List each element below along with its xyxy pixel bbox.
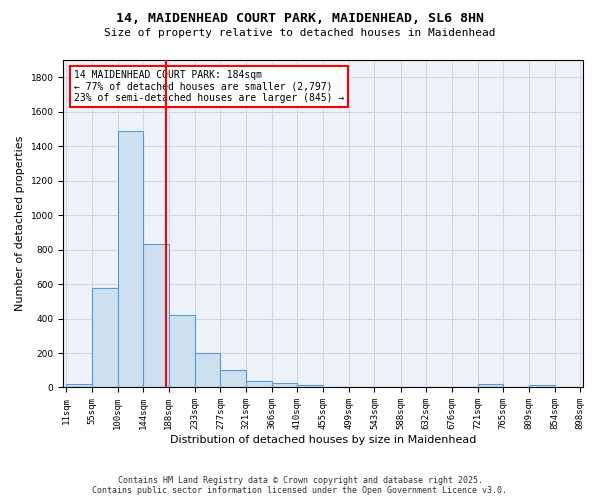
Bar: [169, 315, 195, 388]
Bar: [272, 383, 298, 388]
Bar: [220, 370, 246, 388]
Y-axis label: Number of detached properties: Number of detached properties: [15, 136, 25, 312]
Text: Contains HM Land Registry data © Crown copyright and database right 2025.
Contai: Contains HM Land Registry data © Crown c…: [92, 476, 508, 495]
Bar: [66, 384, 92, 388]
Bar: [143, 244, 169, 388]
X-axis label: Distribution of detached houses by size in Maidenhead: Distribution of detached houses by size …: [170, 435, 476, 445]
Text: Size of property relative to detached houses in Maidenhead: Size of property relative to detached ho…: [104, 28, 496, 38]
Bar: [298, 385, 323, 388]
Text: 14 MAIDENHEAD COURT PARK: 184sqm
← 77% of detached houses are smaller (2,797)
23: 14 MAIDENHEAD COURT PARK: 184sqm ← 77% o…: [74, 70, 344, 103]
Bar: [195, 353, 220, 388]
Bar: [118, 130, 143, 388]
Text: 14, MAIDENHEAD COURT PARK, MAIDENHEAD, SL6 8HN: 14, MAIDENHEAD COURT PARK, MAIDENHEAD, S…: [116, 12, 484, 26]
Bar: [478, 384, 503, 388]
Bar: [92, 288, 118, 388]
Bar: [246, 382, 272, 388]
Bar: [529, 385, 554, 388]
